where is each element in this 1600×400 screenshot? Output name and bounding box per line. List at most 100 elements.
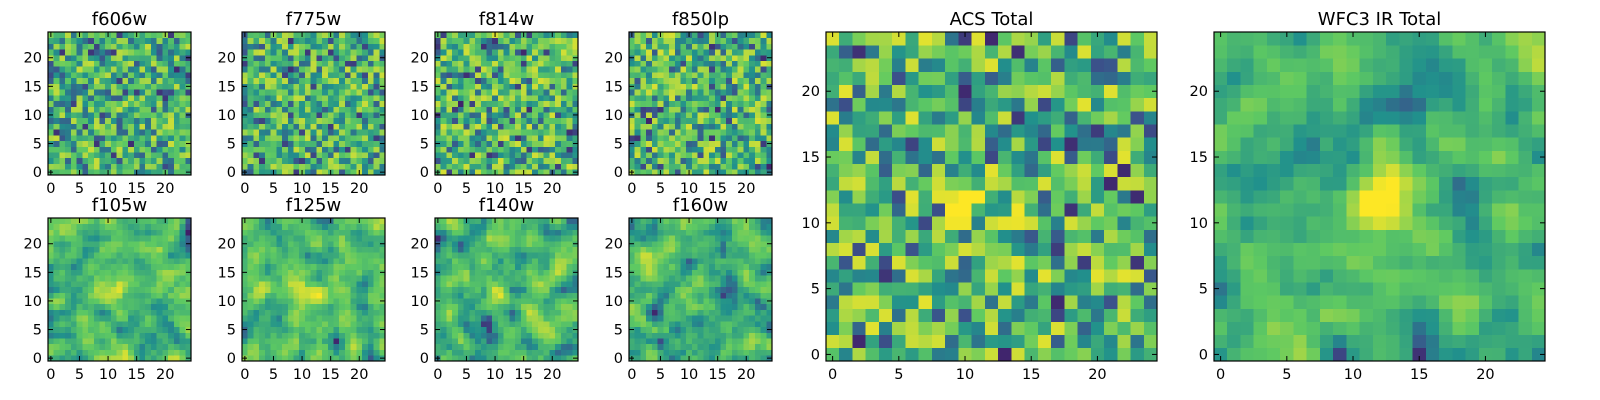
heatmap-cell xyxy=(82,66,89,73)
heatmap-cell xyxy=(720,66,727,73)
heatmap-cell xyxy=(566,263,573,270)
heatmap-cell xyxy=(367,117,374,124)
heatmap-cell xyxy=(173,240,180,247)
heatmap-cell xyxy=(76,94,83,102)
heatmap-cell xyxy=(48,77,55,84)
heatmap-cell xyxy=(697,43,704,50)
heatmap-cell xyxy=(526,326,533,333)
heatmap-cell xyxy=(88,332,95,339)
heatmap-cell xyxy=(65,60,72,67)
heatmap-cell xyxy=(264,72,271,79)
heatmap-cell xyxy=(497,83,505,90)
heatmap-cell xyxy=(339,169,346,176)
heatmap-cell xyxy=(555,72,562,79)
heatmap-cell xyxy=(344,112,352,119)
heatmap-cell xyxy=(339,349,346,356)
heatmap-cell xyxy=(663,169,670,176)
heatmap-cells-f775w xyxy=(242,32,386,176)
heatmap-cell xyxy=(486,106,493,113)
heatmap-cell xyxy=(179,332,186,339)
heatmap-cell xyxy=(566,229,573,236)
heatmap-cell xyxy=(463,349,470,356)
heatmap-cell xyxy=(555,263,562,270)
heatmap-cell xyxy=(714,349,721,356)
heatmap-cell xyxy=(379,343,386,350)
heatmap-cell xyxy=(686,338,693,345)
heatmap-cell xyxy=(469,43,476,50)
heatmap-cell xyxy=(640,286,647,293)
heatmap-cell xyxy=(737,112,744,119)
heatmap-cell xyxy=(162,37,169,44)
heatmap-cell xyxy=(743,43,750,50)
heatmap-cell xyxy=(185,100,192,107)
heatmap-cell xyxy=(709,43,716,50)
heatmap-cell xyxy=(350,229,357,236)
heatmap-cell xyxy=(457,229,464,236)
heatmap-cells-f140w xyxy=(435,218,579,362)
heatmap-cell xyxy=(492,298,499,305)
heatmap-cell xyxy=(316,315,323,322)
heatmap-cell xyxy=(640,43,647,50)
heatmap-cell xyxy=(322,235,329,242)
heatmap-cell xyxy=(726,117,733,124)
heatmap-cell xyxy=(714,315,721,322)
heatmap-cell xyxy=(537,129,545,136)
heatmap-cell xyxy=(327,60,334,67)
heatmap-cell xyxy=(560,303,567,310)
heatmap-cell xyxy=(646,286,653,293)
heatmap-cell xyxy=(304,303,312,310)
heatmap-cell xyxy=(247,83,254,90)
heatmap-cell xyxy=(669,280,676,288)
heatmap-cell xyxy=(469,123,476,130)
heatmap-cell xyxy=(247,157,254,164)
heatmap-cell xyxy=(48,37,55,44)
heatmap-cell xyxy=(59,43,66,50)
heatmap-cell xyxy=(122,60,129,67)
heatmap-cell xyxy=(497,66,505,73)
heatmap-cell xyxy=(686,292,693,299)
heatmap-cell xyxy=(99,320,106,328)
heatmap-cell xyxy=(731,54,739,61)
heatmap-cell xyxy=(703,72,710,79)
heatmap-cell xyxy=(350,77,357,84)
heatmap-cell xyxy=(65,258,72,265)
heatmap-cell xyxy=(520,343,527,350)
heatmap-cell xyxy=(640,152,647,159)
heatmap-cell xyxy=(168,32,175,39)
heatmap-cell xyxy=(339,94,346,102)
heatmap-cell xyxy=(116,315,123,322)
heatmap-cell xyxy=(367,77,374,84)
heatmap-cell xyxy=(293,100,300,107)
heatmap-cell xyxy=(82,117,89,124)
heatmap-cell xyxy=(48,235,55,242)
heatmap-cell xyxy=(669,49,676,56)
heatmap-cell xyxy=(452,54,459,61)
heatmap-cell xyxy=(760,32,767,39)
heatmap-cell xyxy=(168,49,175,56)
heatmap-cell xyxy=(253,89,260,96)
heatmap-cell xyxy=(327,269,334,276)
heatmap-cell xyxy=(179,106,186,113)
heatmap-cell xyxy=(65,320,72,328)
heatmap-cell xyxy=(344,146,352,153)
heatmap-cell xyxy=(680,106,687,113)
heatmap-cell xyxy=(537,146,545,153)
heatmap-cell xyxy=(629,129,636,136)
heatmap-cell xyxy=(560,292,567,299)
heatmap-cell xyxy=(105,229,112,236)
heatmap-cell xyxy=(99,355,106,362)
heatmap-cell xyxy=(339,286,346,293)
heatmap-cell xyxy=(110,146,118,153)
heatmap-cell xyxy=(515,66,522,73)
heatmap-cell xyxy=(327,229,334,236)
heatmap-cell xyxy=(93,32,100,39)
heatmap-cell xyxy=(344,163,352,170)
heatmap-cell xyxy=(680,100,687,107)
heatmap-cell xyxy=(287,49,294,56)
heatmap-cell xyxy=(242,258,249,265)
heatmap-cell xyxy=(242,263,249,270)
heatmap-cell xyxy=(122,343,129,350)
heatmap-cell xyxy=(82,94,89,102)
heatmap-cell xyxy=(53,315,60,322)
heatmap-cell xyxy=(168,123,175,130)
